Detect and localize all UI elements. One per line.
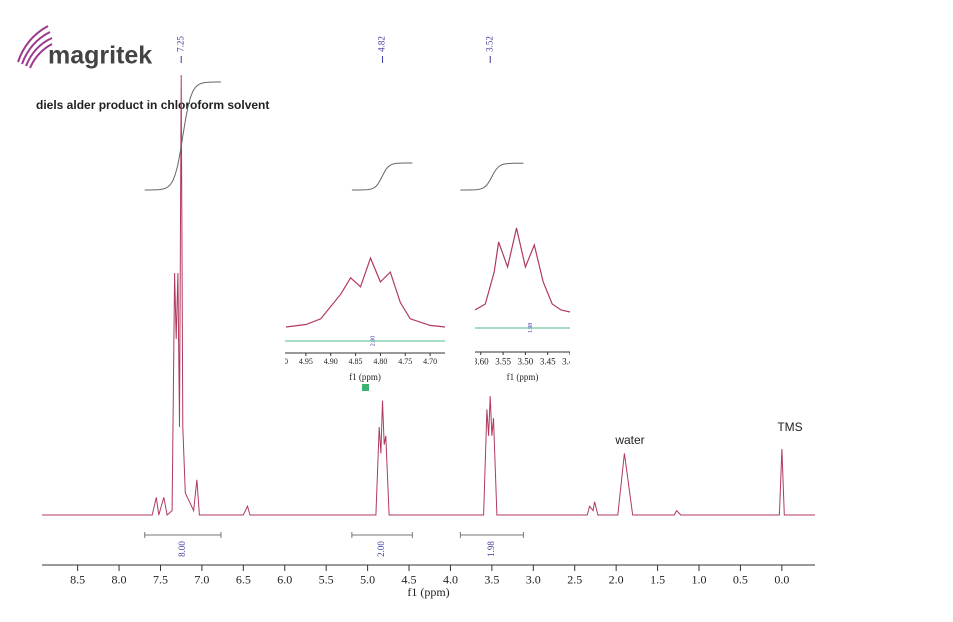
peak-label: 3.52 bbox=[484, 36, 494, 52]
x-tick-label: 6.5 bbox=[236, 572, 251, 586]
x-tick-label: 4.95 bbox=[299, 357, 313, 366]
x-tick-label: 4.75 bbox=[398, 357, 412, 366]
x-tick-label: 4.70 bbox=[423, 357, 437, 366]
x-tick-label: 3.40 bbox=[562, 356, 578, 366]
x-axis-label: f1 (ppm) bbox=[507, 372, 539, 382]
x-axis-label: f1 (ppm) bbox=[349, 372, 381, 382]
x-tick-label: 3.55 bbox=[495, 356, 511, 366]
x-tick-label: 4.80 bbox=[373, 357, 387, 366]
integral-label: 1.98 bbox=[528, 323, 534, 334]
integral-curve bbox=[460, 162, 524, 191]
integral-label: 1.98 bbox=[486, 541, 496, 557]
spectrum-line bbox=[285, 256, 445, 328]
x-tick-label: 1.5 bbox=[650, 572, 665, 586]
annotation: water bbox=[614, 433, 644, 447]
x-tick-label: 0.0 bbox=[774, 572, 789, 586]
inset: 5.00 4.95 4.90 4.85 4.80 4.75 4.70 f1 (ppm) 2.00 bbox=[274, 256, 445, 382]
x-tick-label: 8.0 bbox=[112, 572, 127, 586]
x-axis-label: f1 (ppm) bbox=[407, 585, 449, 599]
chart-title: diels alder product in chloroform solven… bbox=[36, 98, 269, 112]
x-tick-label: 4.90 bbox=[324, 357, 338, 366]
integral-curve bbox=[144, 81, 221, 191]
x-tick-label: 3.5 bbox=[484, 572, 499, 586]
x-tick-label: 3.60 bbox=[473, 356, 489, 366]
peak-label: 4.82 bbox=[377, 36, 387, 52]
x-tick-label: 6.0 bbox=[277, 572, 292, 586]
inset: 3.60 3.55 3.50 3.45 3.40 f1 (ppm) 1.98 bbox=[473, 227, 578, 382]
integral-label: 2.00 bbox=[376, 541, 386, 557]
x-tick-label: 5.00 bbox=[274, 357, 288, 366]
x-tick-label: 4.85 bbox=[349, 357, 363, 366]
spectrum-line bbox=[475, 227, 570, 313]
annotation: TMS bbox=[777, 420, 802, 434]
x-tick-label: 2.0 bbox=[609, 572, 624, 586]
x-tick-label: 5.0 bbox=[360, 572, 375, 586]
logo-swoosh bbox=[17, 25, 53, 69]
x-tick-label: 3.45 bbox=[540, 356, 556, 366]
x-tick-label: 3.0 bbox=[526, 572, 541, 586]
x-tick-label: 4.5 bbox=[402, 572, 417, 586]
spectrum-line bbox=[42, 74, 815, 516]
x-tick-label: 1.0 bbox=[692, 572, 707, 586]
peak-label: 7.25 bbox=[175, 36, 185, 52]
marker-square bbox=[362, 384, 369, 391]
logo: magritek bbox=[48, 42, 152, 70]
x-tick-label: 2.5 bbox=[567, 572, 582, 586]
x-tick-label: 8.5 bbox=[70, 572, 85, 586]
integral-curve bbox=[351, 162, 413, 191]
x-tick-label: 3.50 bbox=[518, 356, 534, 366]
x-tick-label: 0.5 bbox=[733, 572, 748, 586]
x-tick-label: 7.5 bbox=[153, 572, 168, 586]
x-tick-label: 7.0 bbox=[194, 572, 209, 586]
x-tick-label: 5.5 bbox=[319, 572, 334, 586]
x-tick-label: 4.0 bbox=[443, 572, 458, 586]
integral-label: 2.00 bbox=[370, 336, 376, 347]
integral-label: 8.00 bbox=[177, 541, 187, 557]
